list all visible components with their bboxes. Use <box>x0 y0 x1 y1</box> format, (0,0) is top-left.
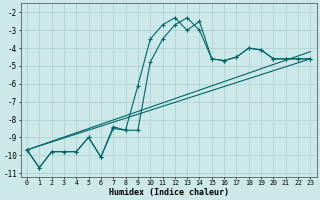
X-axis label: Humidex (Indice chaleur): Humidex (Indice chaleur) <box>109 188 229 197</box>
